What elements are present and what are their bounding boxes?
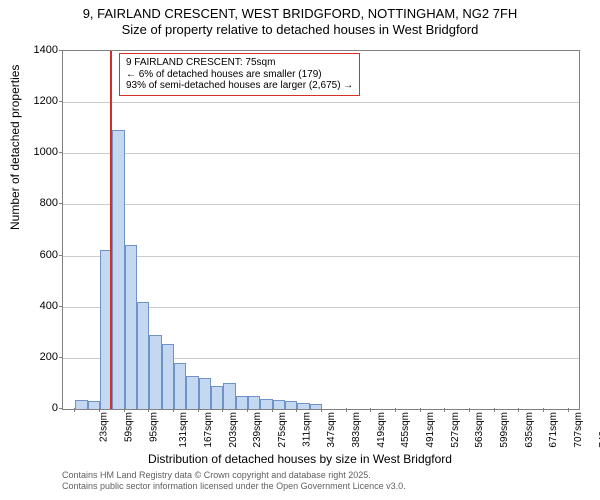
histogram-bar [248, 396, 260, 409]
x-tick-mark [222, 408, 223, 412]
x-tick-label: 131sqm [178, 412, 189, 448]
annotation-line2: ← 6% of detached houses are smaller (179… [126, 69, 353, 81]
footer-line-2: Contains public sector information licen… [62, 481, 406, 492]
grid-line [63, 204, 579, 205]
footer-line-1: Contains HM Land Registry data © Crown c… [62, 470, 406, 481]
x-tick-label: 167sqm [203, 412, 214, 448]
histogram-bar [174, 363, 186, 409]
histogram-bar [112, 130, 124, 409]
y-tick-label: 0 [18, 402, 58, 414]
histogram-bar [149, 335, 161, 409]
x-tick-mark [420, 408, 421, 412]
y-tick-label: 200 [18, 351, 58, 363]
x-tick-mark [198, 408, 199, 412]
x-tick-label: 95sqm [148, 412, 159, 442]
grid-line [63, 256, 579, 257]
x-tick-mark [173, 408, 174, 412]
x-axis-label: Distribution of detached houses by size … [0, 452, 600, 466]
x-tick-label: 203sqm [228, 412, 239, 448]
x-tick-mark [74, 408, 75, 412]
histogram-bar [297, 403, 309, 409]
annotation-box: 9 FAIRLAND CRESCENT: 75sqm← 6% of detach… [119, 53, 360, 96]
x-tick-mark [395, 408, 396, 412]
x-tick-mark [247, 408, 248, 412]
x-tick-label: 275sqm [277, 412, 288, 448]
x-tick-mark [444, 408, 445, 412]
x-tick-mark [321, 408, 322, 412]
x-tick-label: 707sqm [573, 412, 584, 448]
y-tick-label: 800 [18, 197, 58, 209]
x-tick-mark [370, 408, 371, 412]
histogram-bar [199, 378, 211, 409]
x-tick-label: 671sqm [548, 412, 559, 448]
x-tick-mark [99, 408, 100, 412]
x-tick-label: 419sqm [376, 412, 387, 448]
histogram-bar [137, 302, 149, 409]
histogram-bar [186, 376, 198, 409]
histogram-bar [223, 383, 235, 409]
x-tick-label: 455sqm [400, 412, 411, 448]
x-tick-mark [148, 408, 149, 412]
plot-area: 9 FAIRLAND CRESCENT: 75sqm← 6% of detach… [62, 50, 580, 410]
x-tick-label: 23sqm [99, 412, 110, 442]
histogram-bar [273, 400, 285, 409]
y-tick-label: 1400 [18, 44, 58, 56]
histogram-bar [211, 386, 223, 409]
x-tick-label: 563sqm [474, 412, 485, 448]
x-tick-label: 491sqm [425, 412, 436, 448]
x-tick-label: 383sqm [351, 412, 362, 448]
chart-container: 9, FAIRLAND CRESCENT, WEST BRIDGFORD, NO… [0, 0, 600, 500]
x-tick-mark [346, 408, 347, 412]
histogram-bar [125, 245, 137, 409]
x-tick-label: 311sqm [301, 412, 312, 447]
x-tick-mark [568, 408, 569, 412]
x-tick-mark [469, 408, 470, 412]
grid-line [63, 153, 579, 154]
x-tick-mark [296, 408, 297, 412]
x-tick-mark [272, 408, 273, 412]
histogram-bar [75, 400, 87, 409]
grid-line [63, 102, 579, 103]
y-tick-label: 1200 [18, 95, 58, 107]
x-tick-label: 239sqm [252, 412, 263, 448]
title-line-1: 9, FAIRLAND CRESCENT, WEST BRIDGFORD, NO… [0, 6, 600, 22]
title-line-2: Size of property relative to detached ho… [0, 22, 600, 38]
x-tick-label: 59sqm [124, 412, 135, 442]
property-marker-line [110, 51, 112, 409]
y-tick-label: 400 [18, 300, 58, 312]
annotation-line3: 93% of semi-detached houses are larger (… [126, 80, 353, 92]
x-tick-label: 635sqm [524, 412, 535, 448]
footer-attribution: Contains HM Land Registry data © Crown c… [62, 470, 406, 492]
x-tick-label: 347sqm [326, 412, 337, 448]
x-tick-mark [494, 408, 495, 412]
chart-title: 9, FAIRLAND CRESCENT, WEST BRIDGFORD, NO… [0, 0, 600, 39]
x-tick-label: 527sqm [450, 412, 461, 448]
y-tick-label: 600 [18, 249, 58, 261]
x-tick-mark [543, 408, 544, 412]
y-tick-label: 1000 [18, 146, 58, 158]
annotation-line1: 9 FAIRLAND CRESCENT: 75sqm [126, 57, 353, 69]
x-tick-mark [518, 408, 519, 412]
x-tick-mark [124, 408, 125, 412]
histogram-bar [162, 344, 174, 409]
x-tick-label: 599sqm [499, 412, 510, 448]
